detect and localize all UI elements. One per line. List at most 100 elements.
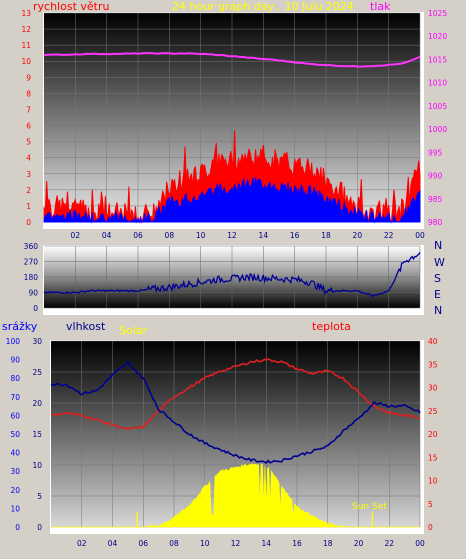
humidity-tick-label: 10 [32, 461, 42, 470]
rain-tick-label: 100 [6, 337, 21, 346]
hour-tick-label: 18 [321, 231, 331, 240]
pressure-tick-label: 995 [428, 148, 443, 157]
wind-tick-label: 11 [21, 41, 31, 50]
direction-tick-label: 360 [24, 242, 39, 251]
wind-tick-label: 12 [21, 25, 31, 34]
direction-label-s: S [434, 272, 441, 285]
wind-tick-label: 6 [26, 122, 31, 131]
direction-tick-label: 0 [33, 304, 38, 313]
direction-tick-label: 180 [24, 273, 39, 282]
humidity-tick-label: 5 [37, 492, 42, 501]
pressure-tick-label: 990 [428, 172, 443, 181]
direction-label-w: W [434, 256, 445, 269]
rain-tick-label: 10 [10, 504, 20, 513]
rain-tick-label: 60 [10, 411, 20, 420]
panel1-marks [43, 52, 421, 224]
temperature-tick-label: 30 [428, 384, 438, 393]
direction-tick-label: 270 [24, 258, 39, 267]
hour-tick-label: 14 [261, 539, 271, 548]
rain-tick-label: 20 [10, 486, 20, 495]
hour-tick-label: 02 [71, 231, 81, 240]
wind-tick-label: 13 [21, 9, 31, 18]
panel3-marks [50, 358, 421, 528]
hour-tick-label: 04 [108, 539, 118, 548]
wind-tick-label: 9 [26, 73, 31, 82]
hour-tick-label: 08 [165, 231, 175, 240]
wind-tick-label: 10 [21, 57, 31, 66]
rain-label: srážky [2, 320, 38, 333]
temperature-tick-label: 0 [428, 523, 433, 532]
hour-tick-label: 00 [415, 539, 425, 548]
hour-tick-label: 16 [290, 231, 300, 240]
humidity-tick-label: 15 [32, 430, 42, 439]
temperature-tick-label: 20 [428, 430, 438, 439]
hour-tick-label: 18 [323, 539, 333, 548]
humidity-tick-label: 20 [32, 399, 42, 408]
temperature-label: teplota [312, 320, 351, 333]
direction-tick-label: 90 [28, 289, 38, 298]
humidity-tick-label: 25 [32, 368, 42, 377]
wind-direction-series [43, 252, 421, 298]
rain-tick-label: 50 [10, 430, 20, 439]
hour-tick-label: 06 [138, 539, 148, 548]
wind-tick-label: 1 [26, 202, 31, 211]
humidity-tick-label: 0 [37, 523, 42, 532]
direction-label-n-bottom: N [434, 304, 442, 317]
pressure-series [43, 52, 421, 68]
temperature-tick-label: 25 [428, 407, 438, 416]
humidity-tick-label: 30 [32, 337, 42, 346]
hour-tick-label: 12 [227, 231, 237, 240]
sunset-label: Sun Set [352, 502, 387, 512]
rain-tick-label: 30 [10, 467, 20, 476]
hour-tick-label: 22 [384, 231, 394, 240]
wind-tick-label: 3 [26, 170, 31, 179]
temperature-tick-label: 5 [428, 500, 433, 509]
temperature-tick-label: 35 [428, 360, 438, 369]
solar-label: Solar [119, 324, 148, 337]
hour-tick-label: 16 [292, 539, 302, 548]
rain-tick-label: 40 [10, 449, 20, 458]
humidity-series [50, 360, 421, 465]
wind-tick-label: 0 [26, 218, 31, 227]
hour-tick-label: 00 [415, 231, 425, 240]
temperature-tick-label: 10 [428, 477, 438, 486]
wind-tick-label: 7 [26, 105, 31, 114]
hour-tick-label: 22 [384, 539, 394, 548]
hour-tick-label: 10 [196, 231, 206, 240]
humidity-label: vlhkost [66, 320, 106, 333]
wind-average-series [43, 177, 421, 224]
pressure-tick-label: 1010 [428, 79, 447, 88]
panel1-axes: 0123456789101112139809859909951000100510… [21, 9, 447, 240]
pressure-tick-label: 980 [428, 218, 443, 227]
wind-tick-label: 5 [26, 138, 31, 147]
rain-tick-label: 80 [10, 374, 20, 383]
hour-tick-label: 08 [169, 539, 179, 548]
direction-label-n-top: N [434, 239, 442, 252]
pressure-tick-label: 1015 [428, 55, 447, 64]
chart-title: 24 hour graph day . 10 Julu 2024 [172, 0, 354, 13]
pressure-tick-label: 1000 [428, 125, 447, 134]
wind-speed-label: rychlost větru [33, 0, 109, 13]
hour-tick-label: 12 [231, 539, 241, 548]
hour-tick-label: 20 [354, 539, 364, 548]
rain-tick-label: 90 [10, 356, 20, 365]
temperature-series [50, 358, 421, 431]
temperature-tick-label: 15 [428, 453, 438, 462]
wind-gust-series [43, 130, 421, 224]
pressure-tick-label: 1025 [428, 9, 447, 18]
pressure-tick-label: 1020 [428, 32, 447, 41]
solar-series [51, 463, 420, 528]
panel2-axes: 0 90 180 270 360 [24, 242, 39, 313]
wind-tick-label: 8 [26, 89, 31, 98]
rain-tick-label: 0 [15, 523, 20, 532]
pressure-tick-label: 1005 [428, 102, 447, 111]
direction-label-e: E [434, 288, 441, 301]
panel2-marks [43, 252, 421, 298]
wind-tick-label: 2 [26, 186, 31, 195]
rain-tick-label: 70 [10, 393, 20, 402]
pressure-tick-label: 985 [428, 195, 443, 204]
temperature-tick-label: 40 [428, 337, 438, 346]
hour-tick-label: 02 [77, 539, 87, 548]
hour-tick-label: 20 [353, 231, 363, 240]
hour-tick-label: 04 [102, 231, 112, 240]
